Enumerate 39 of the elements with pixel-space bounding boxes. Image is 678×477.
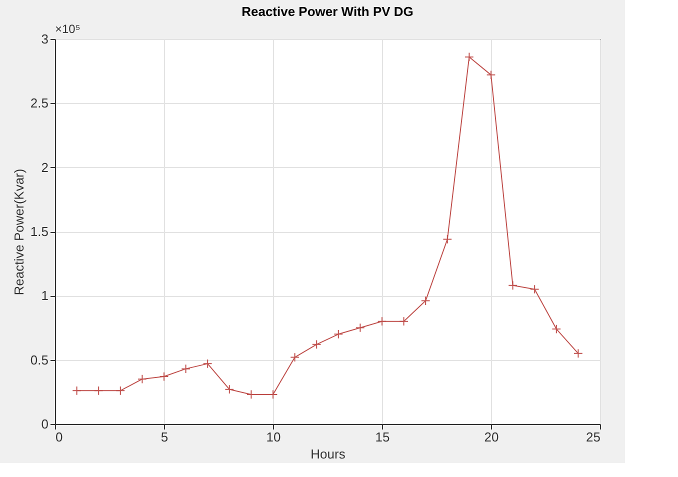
x-tick-label: 10 [266, 430, 281, 444]
point [574, 348, 583, 358]
point [552, 324, 562, 334]
x-tick-label: 20 [484, 430, 499, 444]
y-tick-label: 0 [41, 416, 48, 432]
point [399, 316, 408, 326]
y-tick-label: 2 [41, 160, 48, 175]
point [94, 386, 104, 396]
x-tick-label: 15 [375, 430, 390, 444]
point [334, 329, 344, 339]
y-tick-label: 2.5 [30, 96, 48, 111]
y-tick-label: 3 [41, 32, 48, 46]
x-tick-label: 5 [160, 430, 168, 444]
point [464, 52, 474, 62]
point [486, 70, 496, 80]
point [356, 323, 365, 332]
point [290, 352, 300, 362]
point [116, 386, 126, 396]
point [530, 284, 540, 294]
point [377, 316, 387, 326]
point [508, 280, 518, 290]
x-axis-title: Hours [310, 446, 346, 462]
point [442, 234, 452, 244]
point [420, 296, 430, 306]
point [312, 340, 322, 350]
point [224, 384, 234, 394]
x-tick-label: 0 [56, 430, 63, 444]
point [138, 374, 147, 384]
point [72, 386, 82, 396]
chart-title: Reactive Power With PV DG [242, 4, 414, 19]
y-axis-title: Reactive Power(Kvar) [11, 168, 26, 296]
point [159, 372, 169, 382]
text: ×10⁵ [55, 22, 80, 36]
x-tick-label: 25 [586, 430, 600, 444]
point [202, 359, 212, 368]
y-tick-label: 0.5 [30, 352, 48, 368]
y-tick-label: 1 [41, 288, 48, 304]
y-tick-label: 1.5 [30, 224, 48, 239]
point [181, 364, 190, 374]
